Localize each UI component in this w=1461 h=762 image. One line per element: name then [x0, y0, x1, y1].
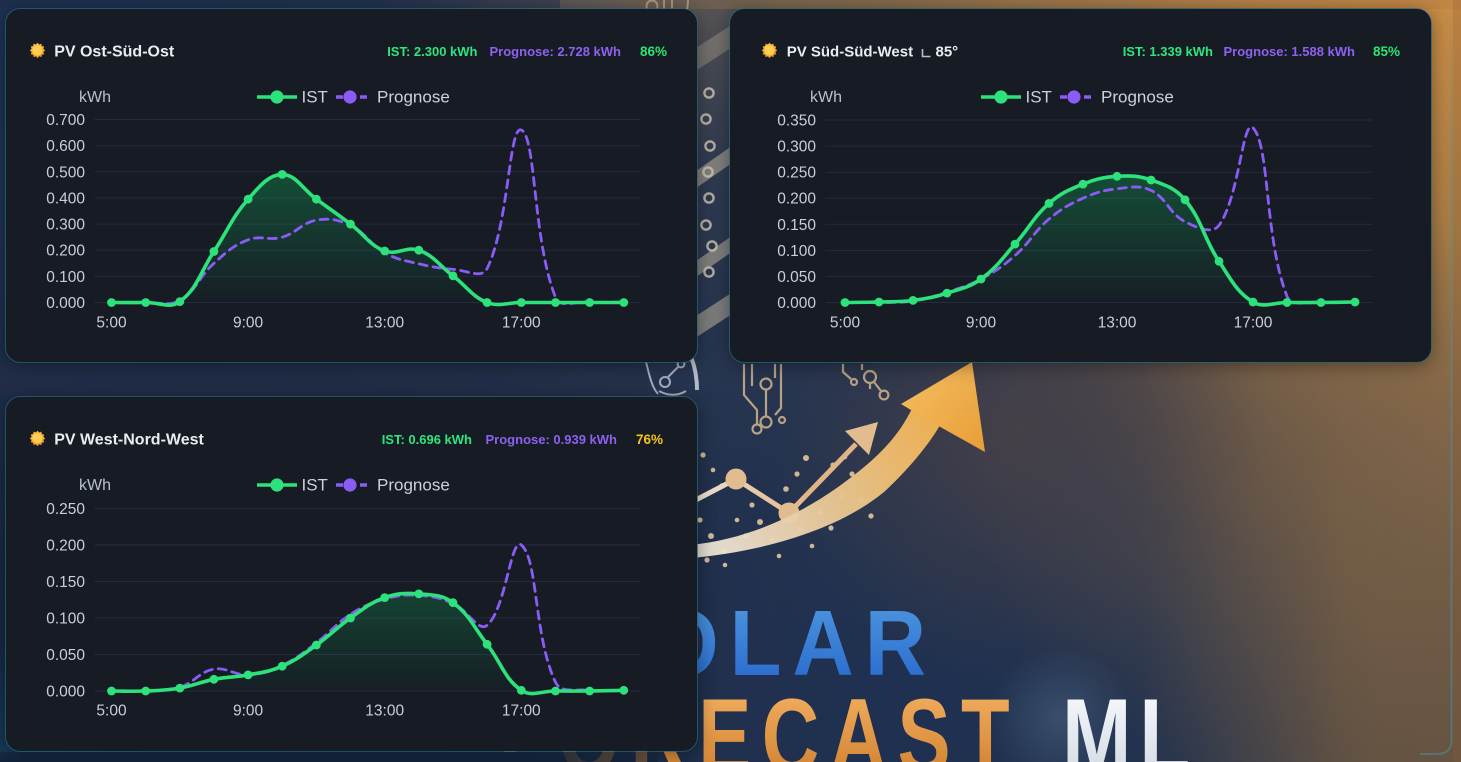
svg-text:kWh: kWh	[79, 477, 111, 494]
svg-text:Prognose: 1.588 kWh: Prognose: 1.588 kWh	[1224, 44, 1356, 59]
svg-text:0.250: 0.250	[46, 501, 85, 518]
svg-text:9:00: 9:00	[966, 315, 997, 332]
svg-text:13:00: 13:00	[1098, 315, 1137, 332]
svg-text:0.000: 0.000	[46, 684, 85, 701]
svg-text:PV Süd-Süd-West: PV Süd-Süd-West	[787, 44, 913, 61]
svg-text:0.400: 0.400	[46, 190, 85, 207]
svg-text:17:00: 17:00	[502, 315, 541, 332]
svg-text:Prognose: 0.939 kWh: Prognose: 0.939 kWh	[486, 432, 618, 447]
svg-text:0.200: 0.200	[46, 243, 85, 260]
svg-text:85%: 85%	[1373, 44, 1400, 59]
svg-text:kWh: kWh	[810, 89, 842, 106]
svg-text:Prognose: Prognose	[377, 88, 450, 107]
svg-text:13:00: 13:00	[365, 315, 404, 332]
svg-text:PV Ost-Süd-Ost: PV Ost-Süd-Ost	[54, 44, 175, 61]
svg-text:ML: ML	[1062, 676, 1198, 762]
svg-text:0.050: 0.050	[777, 269, 816, 286]
svg-text:9:00: 9:00	[233, 315, 264, 332]
svg-text:0.200: 0.200	[46, 538, 85, 555]
svg-text:5:00: 5:00	[96, 315, 127, 332]
svg-text:13:00: 13:00	[365, 703, 404, 720]
svg-text:IST: IST	[1026, 88, 1052, 107]
svg-text:0.000: 0.000	[777, 295, 816, 312]
svg-text:0.150: 0.150	[46, 574, 85, 591]
svg-text:0.300: 0.300	[46, 217, 85, 234]
svg-text:5:00: 5:00	[96, 703, 127, 720]
svg-text:0.600: 0.600	[46, 138, 85, 155]
svg-text:IST: 2.300 kWh: IST: 2.300 kWh	[387, 44, 477, 59]
svg-text:Prognose: Prognose	[1101, 88, 1174, 107]
svg-text:9:00: 9:00	[233, 703, 264, 720]
svg-text:0.350: 0.350	[777, 113, 816, 130]
svg-text:IST: 0.696 kWh: IST: 0.696 kWh	[382, 432, 472, 447]
svg-text:Prognose: Prognose	[377, 476, 450, 495]
svg-text:IST: 1.339 kWh: IST: 1.339 kWh	[1123, 44, 1213, 59]
svg-text:kWh: kWh	[79, 89, 111, 106]
svg-text:17:00: 17:00	[502, 703, 541, 720]
svg-text:0.100: 0.100	[46, 611, 85, 628]
svg-text:0.500: 0.500	[46, 164, 85, 181]
svg-text:0.000: 0.000	[46, 295, 85, 312]
svg-text:0.700: 0.700	[46, 112, 85, 129]
svg-text:0.050: 0.050	[46, 647, 85, 664]
svg-text:0.100: 0.100	[777, 243, 816, 260]
svg-text:86%: 86%	[640, 44, 667, 59]
svg-text:0.250: 0.250	[777, 165, 816, 182]
svg-text:76%: 76%	[636, 432, 663, 447]
svg-text:0.100: 0.100	[46, 269, 85, 286]
svg-text:85°: 85°	[936, 44, 959, 61]
svg-text:0.200: 0.200	[777, 191, 816, 208]
svg-text:5:00: 5:00	[830, 315, 861, 332]
svg-text:0.300: 0.300	[777, 139, 816, 156]
svg-text:IST: IST	[302, 88, 328, 107]
svg-text:Prognose: 2.728 kWh: Prognose: 2.728 kWh	[490, 44, 622, 59]
svg-text:17:00: 17:00	[1234, 315, 1273, 332]
svg-text:IST: IST	[302, 476, 328, 495]
svg-text:0.150: 0.150	[777, 217, 816, 234]
svg-text:PV West-Nord-West: PV West-Nord-West	[54, 432, 204, 449]
